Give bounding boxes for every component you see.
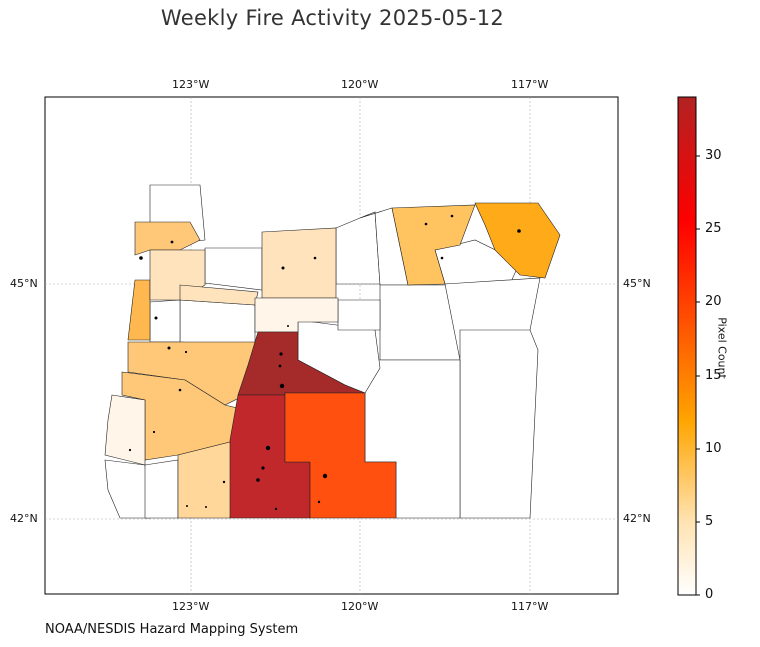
fire-dot	[184, 350, 188, 354]
county-josephine	[144, 459, 179, 519]
county-curry	[104, 459, 151, 519]
map-title: Weekly Fire Activity 2025-05-12	[160, 6, 505, 30]
fire-dot	[170, 240, 174, 244]
colorbar	[677, 96, 697, 596]
county-marion	[179, 299, 256, 346]
fire-dot	[517, 229, 521, 233]
data-credit: NOAA/NESDIS Hazard Mapping System	[45, 622, 299, 637]
fire-dot	[205, 506, 207, 508]
fire-dot	[279, 383, 285, 389]
fire-dot	[256, 478, 260, 482]
lon-label-top-120w: 120°W	[341, 78, 379, 91]
fire-dot	[287, 325, 289, 327]
colorbar-ticks	[696, 155, 700, 596]
counties	[104, 184, 561, 519]
fire-dot	[261, 466, 265, 470]
fire-dot	[281, 266, 285, 270]
lat-label-left-45n: 45°N	[10, 277, 38, 290]
colorbar-tick-5: 5	[705, 514, 714, 529]
colorbar-tick-25: 25	[705, 221, 722, 236]
county-wallowa	[474, 202, 561, 279]
lat-label-right-45n: 45°N	[623, 277, 651, 290]
county-benton	[149, 299, 181, 343]
fire-dot	[440, 256, 444, 260]
fire-dot	[313, 256, 317, 260]
county-lake	[284, 392, 397, 519]
fire-dot	[167, 346, 171, 350]
colorbar-tick-15: 15	[705, 368, 722, 383]
county-tillamook	[127, 279, 151, 341]
county-wheeler	[337, 299, 381, 331]
fire-dot	[274, 507, 278, 511]
fire-dot	[265, 445, 271, 451]
colorbar-tick-30: 30	[705, 148, 722, 163]
county-coos	[104, 394, 146, 466]
fire-dot	[279, 352, 283, 356]
fire-dot	[317, 500, 321, 504]
lat-label-left-42n: 42°N	[10, 512, 38, 525]
county-hood	[204, 247, 263, 291]
colorbar-tick-10: 10	[705, 441, 722, 456]
fire-dot	[278, 364, 282, 368]
county-sherman	[261, 227, 337, 299]
lon-label-top-123w: 123°W	[172, 78, 210, 91]
fire-dot	[424, 222, 428, 226]
fire-dot	[128, 448, 132, 452]
county-malheur	[459, 329, 539, 519]
lat-label-right-42n: 42°N	[623, 512, 651, 525]
colorbar-tick-0: 0	[705, 587, 714, 602]
fire-detections	[128, 214, 521, 511]
fire-dot	[186, 505, 188, 507]
fire-dot	[154, 316, 158, 320]
colorbar-tick-20: 20	[705, 294, 722, 309]
fire-dot	[152, 430, 156, 434]
lon-label-bottom-117w: 117°W	[511, 600, 549, 613]
lon-label-bottom-123w: 123°W	[172, 600, 210, 613]
county-umatilla	[391, 204, 476, 286]
fire-dot	[178, 388, 182, 392]
county-jefferson	[254, 297, 339, 333]
lon-label-top-117w: 117°W	[511, 78, 549, 91]
fire-dot	[322, 473, 328, 479]
fire-dot	[450, 214, 454, 218]
colorbar-title: Pixel Count	[715, 317, 729, 379]
fire-dot	[222, 480, 226, 484]
fire-dot	[139, 256, 143, 260]
lon-label-bottom-120w: 120°W	[341, 600, 379, 613]
